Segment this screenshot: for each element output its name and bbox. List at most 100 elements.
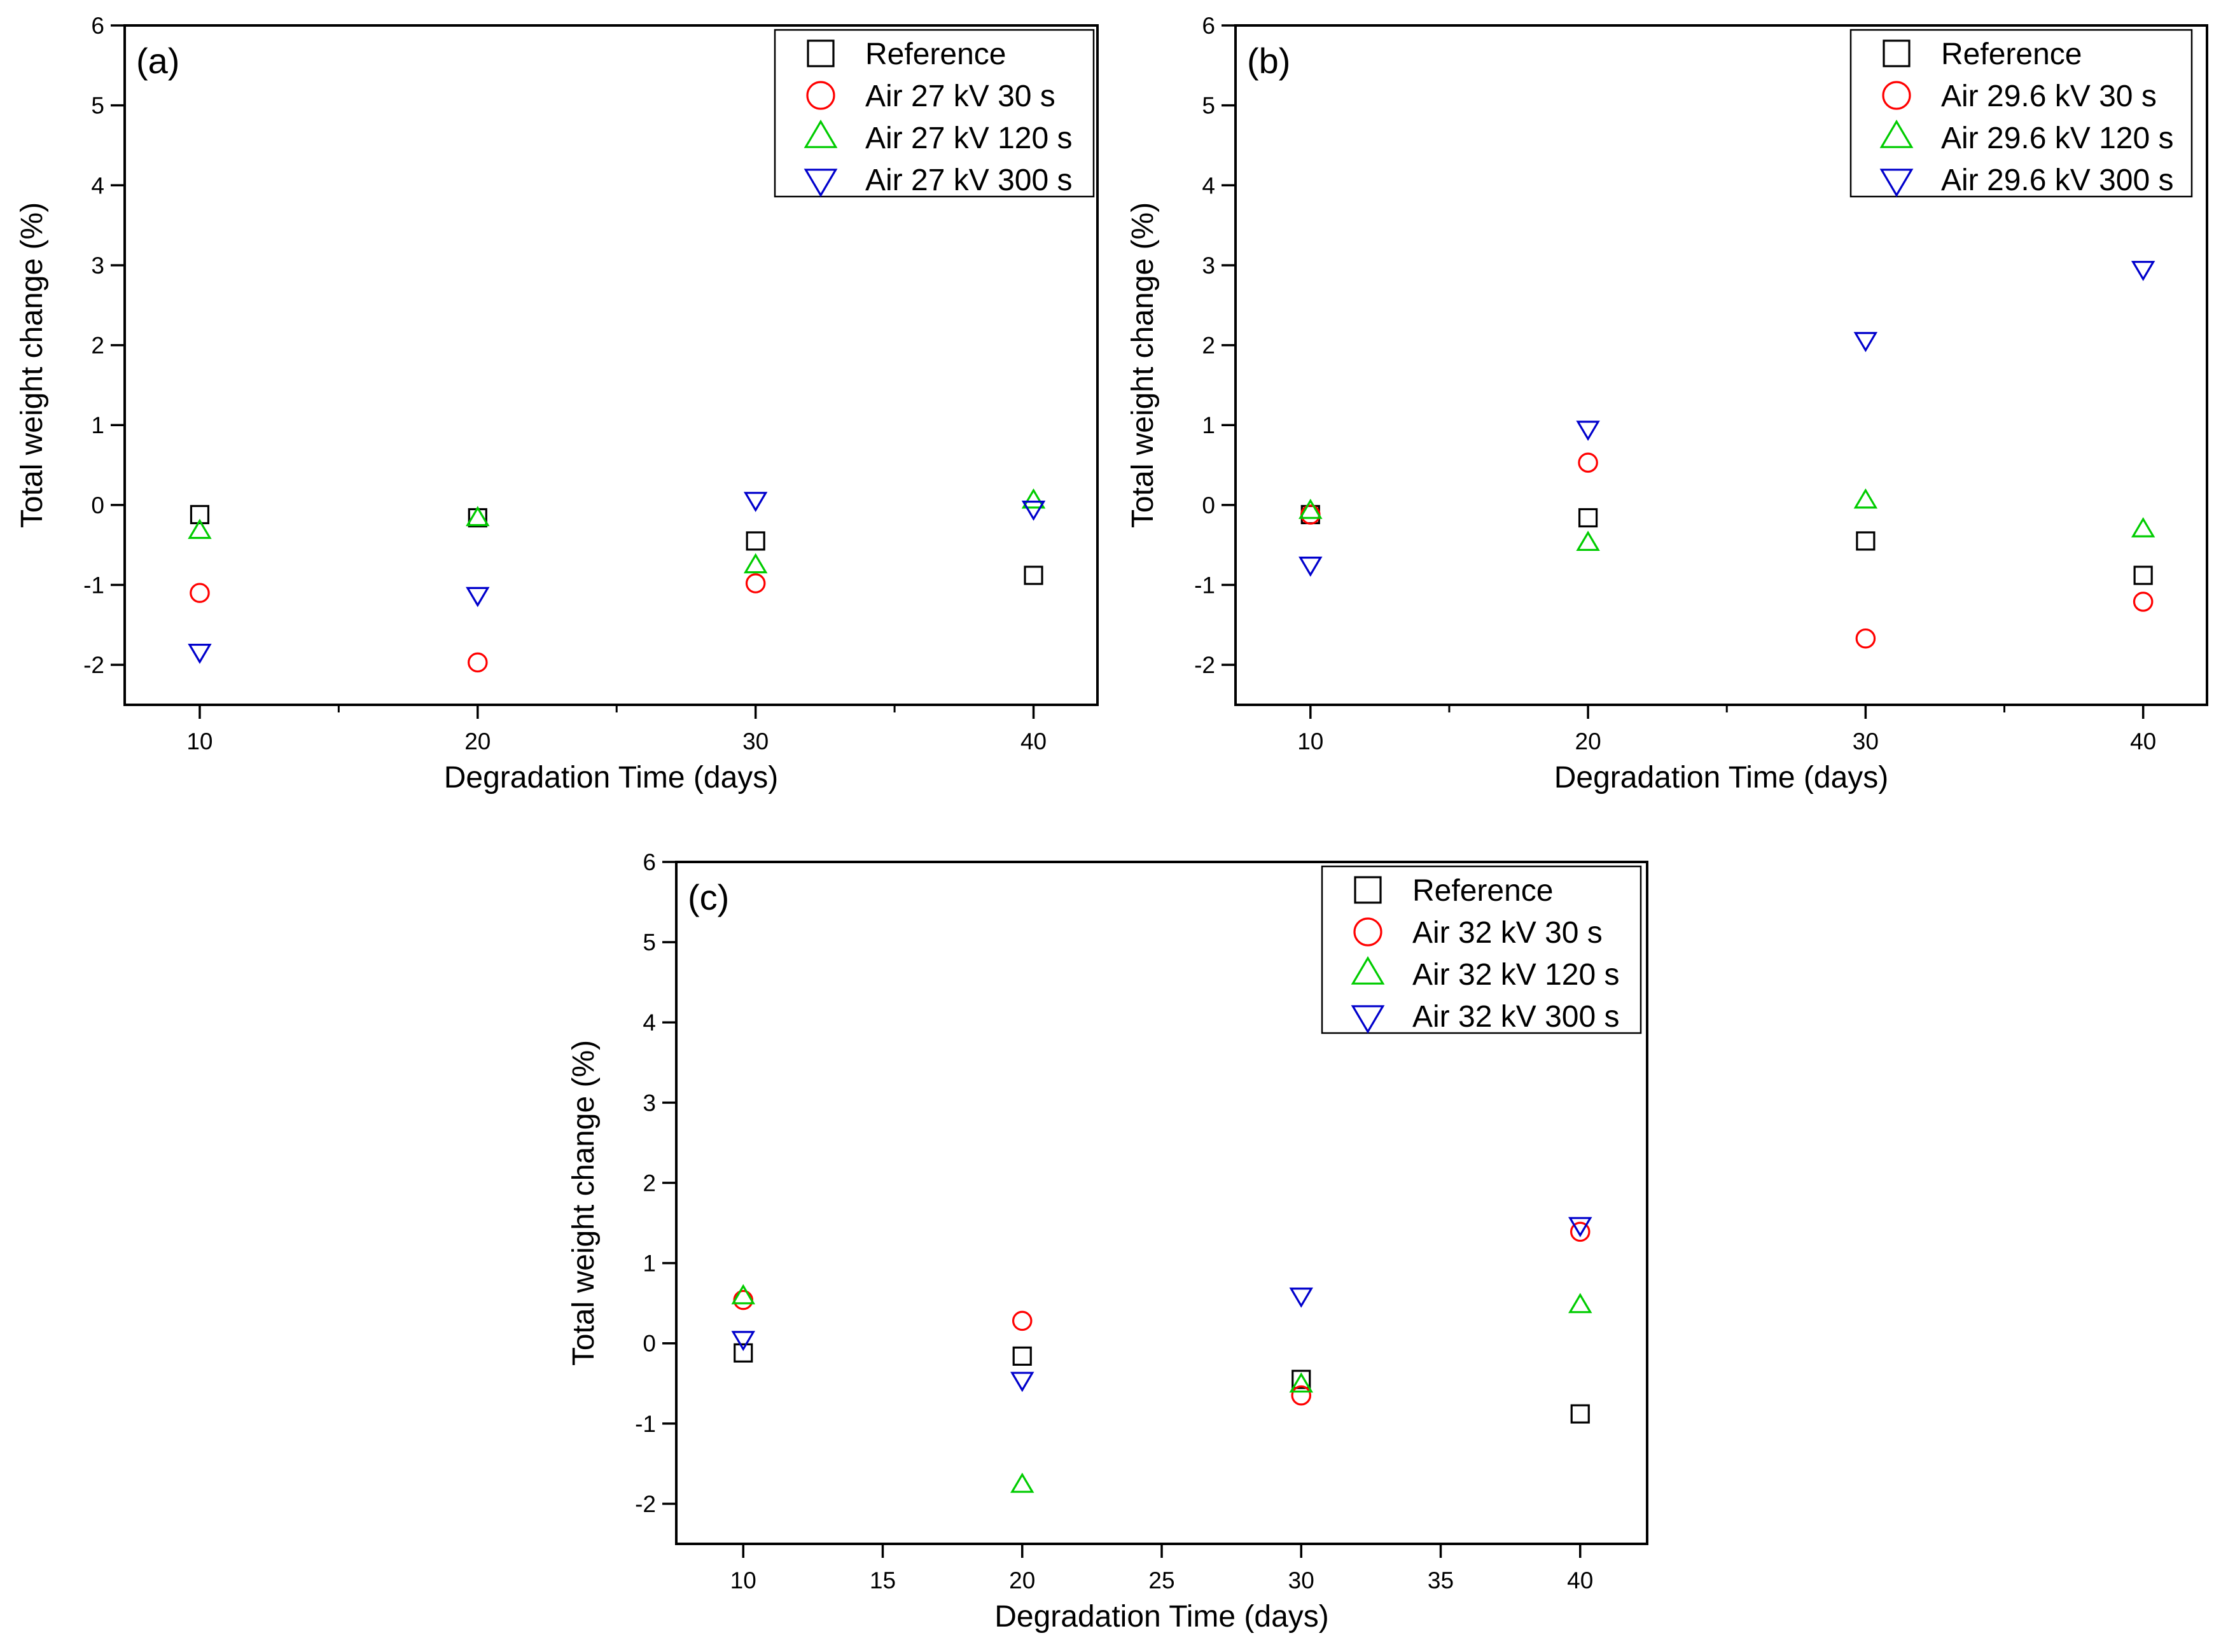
y-tick-label: 1 xyxy=(1202,412,1215,438)
legend-label: Air 29.6 kV 300 s xyxy=(1941,163,2174,197)
plot-frame xyxy=(123,24,1099,706)
legend-marker xyxy=(806,81,835,110)
x-tick-label: 10 xyxy=(186,728,212,754)
data-point xyxy=(2133,592,2154,612)
data-point xyxy=(734,1343,753,1363)
chart-panel-3: -2 -1 0 1 2 3 4 5 6 10 15 20 25 30 35 40 Degradation Tim… xyxy=(567,849,1648,1634)
legend-label: Air 29.6 kV 30 s xyxy=(1941,80,2157,113)
legend-marker xyxy=(804,120,838,148)
x-tick-label: 15 xyxy=(870,1567,896,1593)
x-tick-label: 30 xyxy=(742,728,769,754)
y-tick-label: 6 xyxy=(643,849,656,875)
legend: Reference Air 32 kV 30 s Air 32 kV 120 s Ai… xyxy=(1321,865,1642,1034)
data-point xyxy=(745,573,766,593)
x-tick-label: 40 xyxy=(1020,728,1047,754)
data-point xyxy=(1298,499,1323,519)
y-tick-label: -2 xyxy=(1194,652,1215,678)
x-axis-label: Degradation Time (days) xyxy=(1554,761,1889,795)
x-axis-label: Degradation Time (days) xyxy=(444,761,779,795)
y-tick-label: -1 xyxy=(1194,573,1215,599)
legend-marker xyxy=(1883,39,1911,67)
x-tick-label: 10 xyxy=(1297,728,1323,754)
y-tick-label: -2 xyxy=(83,652,104,678)
series-triangle-up xyxy=(188,488,1046,574)
legend-label: Reference xyxy=(865,38,1006,71)
series-square xyxy=(1300,504,2153,585)
panel-label: (c) xyxy=(688,877,729,917)
series-square xyxy=(734,1343,1590,1424)
legend-label: Air 32 kV 300 s xyxy=(1412,1000,1620,1034)
data-point xyxy=(1568,1293,1592,1314)
data-point xyxy=(1024,566,1043,585)
y-tick-label: 0 xyxy=(643,1331,656,1357)
legend-marker xyxy=(1351,1005,1385,1034)
y-tick-label: 4 xyxy=(91,172,104,198)
legend-label: Air 29.6 kV 120 s xyxy=(1941,121,2174,155)
x-tick-label: 25 xyxy=(1148,1567,1174,1593)
data-point xyxy=(1568,1217,1592,1237)
legend-label: Reference xyxy=(1941,38,2082,71)
legend-marker xyxy=(1882,81,1911,110)
y-tick-label: 2 xyxy=(643,1170,656,1196)
legend-marker xyxy=(1354,876,1382,904)
data-point xyxy=(1021,488,1046,509)
y-tick-label: 4 xyxy=(1202,172,1215,198)
data-point xyxy=(1856,531,1876,551)
data-point xyxy=(188,643,212,664)
x-tick-label: 40 xyxy=(1567,1567,1593,1593)
data-point xyxy=(2131,261,2155,281)
data-point xyxy=(731,1331,755,1352)
data-point xyxy=(468,652,488,673)
data-point xyxy=(466,587,490,607)
chart-panel-1: -2 -1 0 1 2 3 4 5 6 10 20 30 40 Degradation Time (day… xyxy=(15,13,1099,795)
x-tick-label: 10 xyxy=(730,1567,756,1593)
y-tick-label: 1 xyxy=(91,412,104,438)
x-tick-label: 20 xyxy=(464,728,491,754)
data-point xyxy=(1010,1473,1034,1493)
y-tick-label: 6 xyxy=(91,13,104,39)
legend-marker xyxy=(807,39,835,67)
y-axis-label: Total weight change (%) xyxy=(1126,202,1160,528)
x-tick-label: 40 xyxy=(2130,728,2156,754)
data-point xyxy=(743,492,768,512)
data-point xyxy=(1298,557,1323,577)
legend-marker xyxy=(1879,169,1914,197)
data-point xyxy=(1289,1372,1313,1393)
chart-panel-2: -2 -1 0 1 2 3 4 5 6 10 20 30 40 Degradation Time (day… xyxy=(1126,13,2208,795)
plot-frame xyxy=(1234,24,2208,706)
y-tick-label: 5 xyxy=(1202,93,1215,119)
legend-label: Reference xyxy=(1412,874,1553,908)
y-tick-label: 2 xyxy=(91,333,104,359)
x-tick-label: 20 xyxy=(1575,728,1601,754)
data-point xyxy=(1578,508,1598,528)
data-point xyxy=(2133,566,2153,585)
data-point xyxy=(190,583,210,603)
legend-label: Air 32 kV 120 s xyxy=(1412,958,1620,992)
data-point xyxy=(1012,1346,1032,1366)
legend-marker xyxy=(804,169,838,197)
data-point xyxy=(1010,1371,1034,1392)
data-point xyxy=(1578,452,1598,473)
data-point xyxy=(1855,628,1876,649)
x-tick-label: 30 xyxy=(1853,728,1879,754)
data-point xyxy=(1021,501,1046,521)
data-point xyxy=(1570,1404,1590,1424)
legend: Reference Air 29.6 kV 30 s Air 29.6 kV 120… xyxy=(1849,29,2193,198)
series-triangle-down xyxy=(188,492,1046,664)
y-tick-label: 6 xyxy=(1202,13,1215,39)
series-circle xyxy=(190,573,766,673)
y-tick-label: 0 xyxy=(1202,492,1215,518)
data-point xyxy=(1300,504,1321,525)
legend-marker xyxy=(1879,120,1914,148)
panel-label: (a) xyxy=(136,41,179,81)
legend: Reference Air 27 kV 30 s Air 27 kV 120 s Ai… xyxy=(774,29,1095,198)
data-point xyxy=(1853,488,1878,509)
x-tick-label: 35 xyxy=(1428,1567,1454,1593)
x-tick-label: 30 xyxy=(1288,1567,1314,1593)
y-tick-label: 0 xyxy=(91,492,104,518)
data-point xyxy=(190,504,210,525)
legend-box xyxy=(774,29,1095,198)
series-triangle-down xyxy=(731,1217,1592,1392)
data-point xyxy=(2131,517,2155,538)
